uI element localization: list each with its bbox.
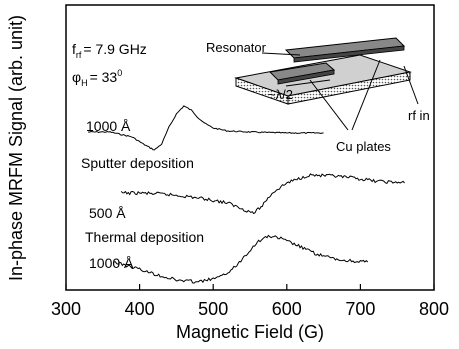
x-tick-label: 700 bbox=[345, 299, 375, 319]
rf-in-label: rf in bbox=[408, 108, 430, 123]
resonator-leader bbox=[261, 52, 301, 56]
x-tick-label: 800 bbox=[419, 299, 449, 319]
series-line-2 bbox=[120, 173, 405, 215]
resonator-strip-side bbox=[293, 45, 405, 63]
sputter-deposition-label: Sputter deposition bbox=[81, 155, 194, 171]
x-tick-label: 300 bbox=[51, 299, 81, 319]
series-line-1 bbox=[88, 105, 324, 151]
x-axis-label: Magnetic Field (G) bbox=[176, 322, 324, 342]
resonator-label: Resonator bbox=[206, 40, 267, 55]
cu-plates-label: Cu plates bbox=[336, 139, 391, 154]
series-group bbox=[88, 105, 405, 284]
plot-frame bbox=[65, 4, 435, 291]
cu-plate-leader-1 bbox=[309, 79, 349, 131]
cu-plate-leader-2 bbox=[351, 59, 381, 131]
x-axis-ticks: 300 400 500 600 700 800 bbox=[51, 284, 449, 319]
thermal-deposition-label: Thermal deposition bbox=[85, 229, 204, 245]
rf-in-leader bbox=[403, 65, 419, 105]
y-axis-label: In-phase MRFM Signal (arb. unit) bbox=[6, 15, 26, 281]
thermal-thickness-label-1: 500 Å bbox=[89, 205, 126, 221]
resonator-inset: Resonator ~λ/2 rf in Cu plates bbox=[206, 37, 430, 154]
frequency-annotation: frf = 7.9 GHz bbox=[72, 41, 147, 60]
cu-plate-left-side bbox=[277, 69, 335, 85]
x-tick-label: 600 bbox=[272, 299, 302, 319]
sputter-thickness-label: 1000 Å bbox=[86, 118, 131, 134]
angle-annotation: φH = 330 bbox=[72, 68, 122, 88]
x-tick-label: 400 bbox=[125, 299, 155, 319]
substrate-side bbox=[287, 71, 411, 105]
series-line-3 bbox=[113, 234, 369, 284]
wavelength-bracket bbox=[285, 79, 331, 87]
thermal-thickness-label-2: 1000 Å bbox=[89, 255, 134, 271]
wavelength-label: ~λ/2 bbox=[268, 87, 293, 102]
x-tick-label: 500 bbox=[198, 299, 228, 319]
